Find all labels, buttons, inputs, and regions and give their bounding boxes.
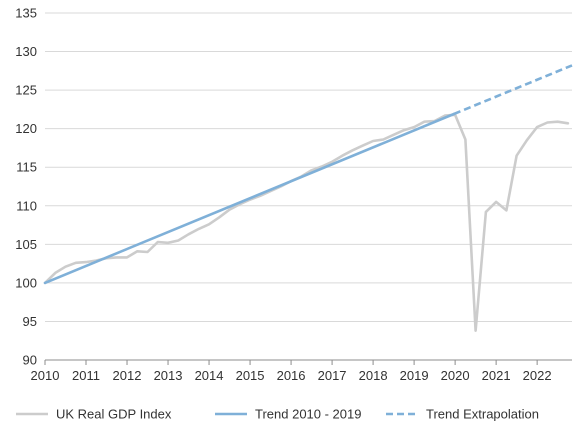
x-tick-label: 2019 (400, 368, 429, 383)
y-tick-label: 95 (23, 314, 37, 329)
y-tick-labels: 90 95 100 105 110 115 120 125 130 135 (15, 6, 37, 368)
legend-label-trend-extrapolation: Trend Extrapolation (426, 407, 539, 422)
y-tick-label: 135 (15, 6, 37, 21)
series-lines (43, 64, 573, 333)
x-tick-label: 2018 (359, 368, 388, 383)
series-line-trend-2010-2019 (43, 112, 456, 285)
x-tick-labels: 2010 2011 2012 2013 2014 2015 2016 2017 2018 2019… (31, 368, 552, 383)
x-tick-label: 2015 (236, 368, 265, 383)
y-tick-label: 100 (15, 275, 37, 290)
x-tick-label: 2012 (113, 368, 142, 383)
y-tick-label: 125 (15, 83, 37, 98)
x-tick-label: 2021 (482, 368, 511, 383)
x-tick-label: 2014 (195, 368, 224, 383)
x-tick-label: 2016 (277, 368, 306, 383)
legend-label-uk-real-gdp-index: UK Real GDP Index (56, 407, 172, 422)
y-tick-label: 115 (16, 160, 37, 175)
y-tick-label: 130 (15, 44, 37, 59)
y-tick-label: 110 (16, 198, 37, 213)
legend-label-trend-2010-2019: Trend 2010 - 2019 (255, 407, 361, 422)
legend: UK Real GDP Index Trend 2010 - 2019 Trend … (16, 407, 539, 422)
y-tick-label: 90 (23, 353, 37, 368)
y-tick-label: 105 (15, 237, 37, 252)
x-tick-label: 2020 (441, 368, 470, 383)
x-tick-label: 2013 (154, 368, 183, 383)
gridlines (45, 12, 572, 322)
x-axis (44, 359, 572, 365)
x-tick-label: 2017 (318, 368, 347, 383)
x-tick-label: 2011 (72, 368, 100, 383)
series-line-uk-real-gdp-index (43, 113, 570, 333)
y-tick-label: 120 (15, 121, 37, 136)
x-tick-label: 2022 (523, 368, 552, 383)
x-tick-label: 2010 (31, 368, 60, 383)
